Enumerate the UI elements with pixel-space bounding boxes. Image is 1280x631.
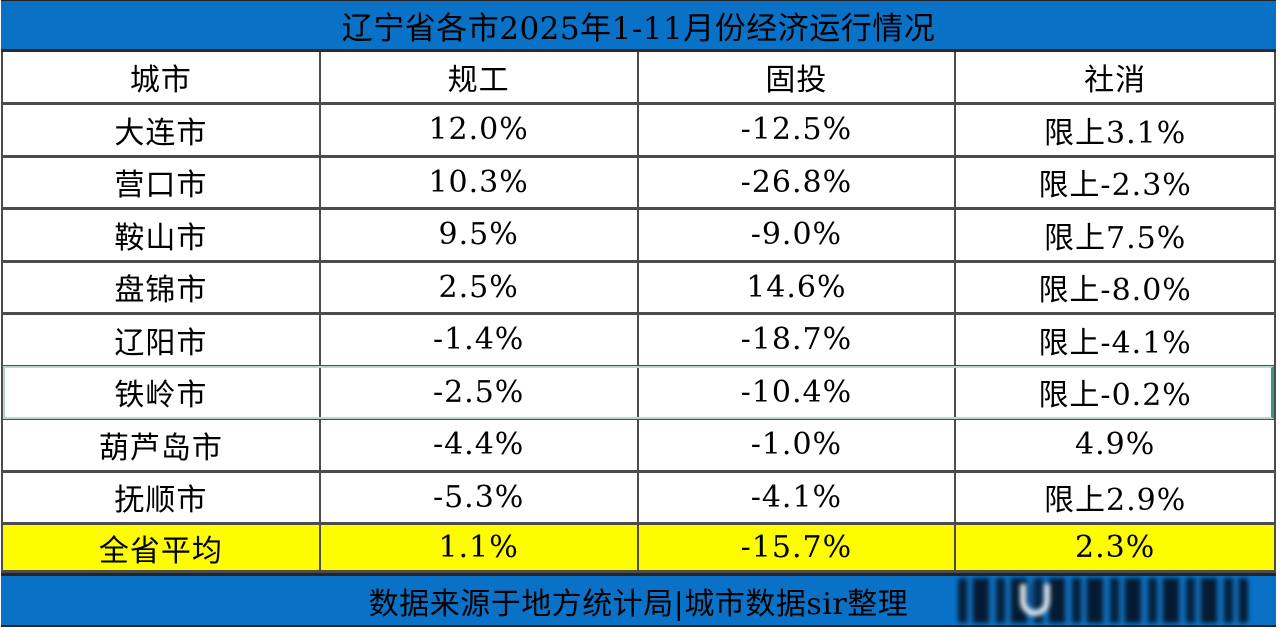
cell-gutou: -1.0% [639, 420, 957, 470]
cell-guigong: -4.4% [321, 420, 639, 470]
cell-shexiao: 限上-4.1% [1038, 325, 1192, 361]
cell-shexiao: 限上-0.2% [1038, 378, 1192, 414]
cell-gutou: 14.6% [639, 262, 957, 312]
title-bar: 辽宁省各市2025年1-11月份经济运行情况 [1, 0, 1276, 52]
summary-cell-city: 全省平均 [3, 525, 321, 570]
cell-gutou: -12.5% [639, 105, 957, 155]
cell-shexiao: 限上-8.0% [1038, 273, 1192, 309]
table-row: 营口市 10.3% -26.8% 限上-2.3% [3, 157, 1274, 210]
cell-guigong: 9.5% [321, 210, 639, 260]
table-row: 盘锦市 2.5% 14.6% 限上-8.0% [3, 262, 1274, 315]
table-row: 鞍山市 9.5% -9.0% 限上7.5% [3, 210, 1274, 263]
header-cell-city: 城市 [3, 52, 321, 102]
cell-city: 大连市 [3, 105, 321, 155]
summary-cell-shexiao: 2.3% [1075, 530, 1156, 565]
summary-row: 全省平均 1.1% -15.7% 2.3% [3, 525, 1274, 573]
cell-city: 鞍山市 [3, 210, 321, 260]
cell-city: 营口市 [3, 157, 321, 207]
cell-city: 铁岭市 [3, 367, 321, 417]
source-note: 数据来源于地方统计局|城市数据sir整理 [368, 586, 909, 622]
cell-guigong: 12.0% [321, 105, 639, 155]
cell-shexiao: 4.9% [1075, 427, 1156, 463]
header-cell-guigong: 规工 [321, 52, 639, 102]
cell-guigong: -5.3% [321, 472, 639, 522]
page-title: 辽宁省各市2025年1-11月份经济运行情况 [341, 10, 936, 47]
table-row: 大连市 12.0% -12.5% 限上3.1% [3, 105, 1274, 158]
cell-shexiao: 限上2.9% [1044, 483, 1187, 519]
watermark-u-glyph [1020, 584, 1050, 616]
summary-cell-gutou: -15.7% [639, 525, 957, 570]
blurred-watermark [958, 578, 1248, 623]
data-table: 城市 规工 固投 社消 大连市 12.0% -12.5% 限上3.1% 营口市 … [1, 52, 1276, 573]
cell-gutou: -9.0% [639, 210, 957, 260]
cell-gutou: -18.7% [639, 315, 957, 365]
cell-guigong: -2.5% [321, 367, 639, 417]
cell-city: 葫芦岛市 [3, 420, 321, 470]
cell-shexiao: 限上7.5% [1044, 220, 1187, 256]
footer-bar: 数据来源于地方统计局|城市数据sir整理 [1, 573, 1276, 627]
cell-shexiao: 限上-2.3% [1038, 168, 1192, 204]
cell-city: 盘锦市 [3, 262, 321, 312]
table-row: 辽阳市 -1.4% -18.7% 限上-4.1% [3, 315, 1274, 368]
cell-guigong: -1.4% [321, 315, 639, 365]
cell-gutou: -4.1% [639, 472, 957, 522]
table-row: 抚顺市 -5.3% -4.1% 限上2.9% [3, 472, 1274, 525]
cell-shexiao: 限上3.1% [1044, 115, 1187, 151]
table-row: 葫芦岛市 -4.4% -1.0% 4.9% [3, 420, 1274, 473]
header-cell-gutou: 固投 [639, 52, 957, 102]
watermark-bars [958, 578, 1248, 623]
cell-city: 辽阳市 [3, 315, 321, 365]
cell-guigong: 10.3% [321, 157, 639, 207]
header-cell-shexiao: 社消 [1084, 63, 1147, 98]
table-row-selected: 铁岭市 -2.5% -10.4% 限上-0.2% [3, 365, 1274, 420]
cell-guigong: 2.5% [321, 262, 639, 312]
cell-city: 抚顺市 [3, 472, 321, 522]
summary-cell-guigong: 1.1% [321, 525, 639, 570]
cell-gutou: -26.8% [639, 157, 957, 207]
cell-gutou: -10.4% [639, 367, 957, 417]
header-row: 城市 规工 固投 社消 [3, 52, 1274, 105]
